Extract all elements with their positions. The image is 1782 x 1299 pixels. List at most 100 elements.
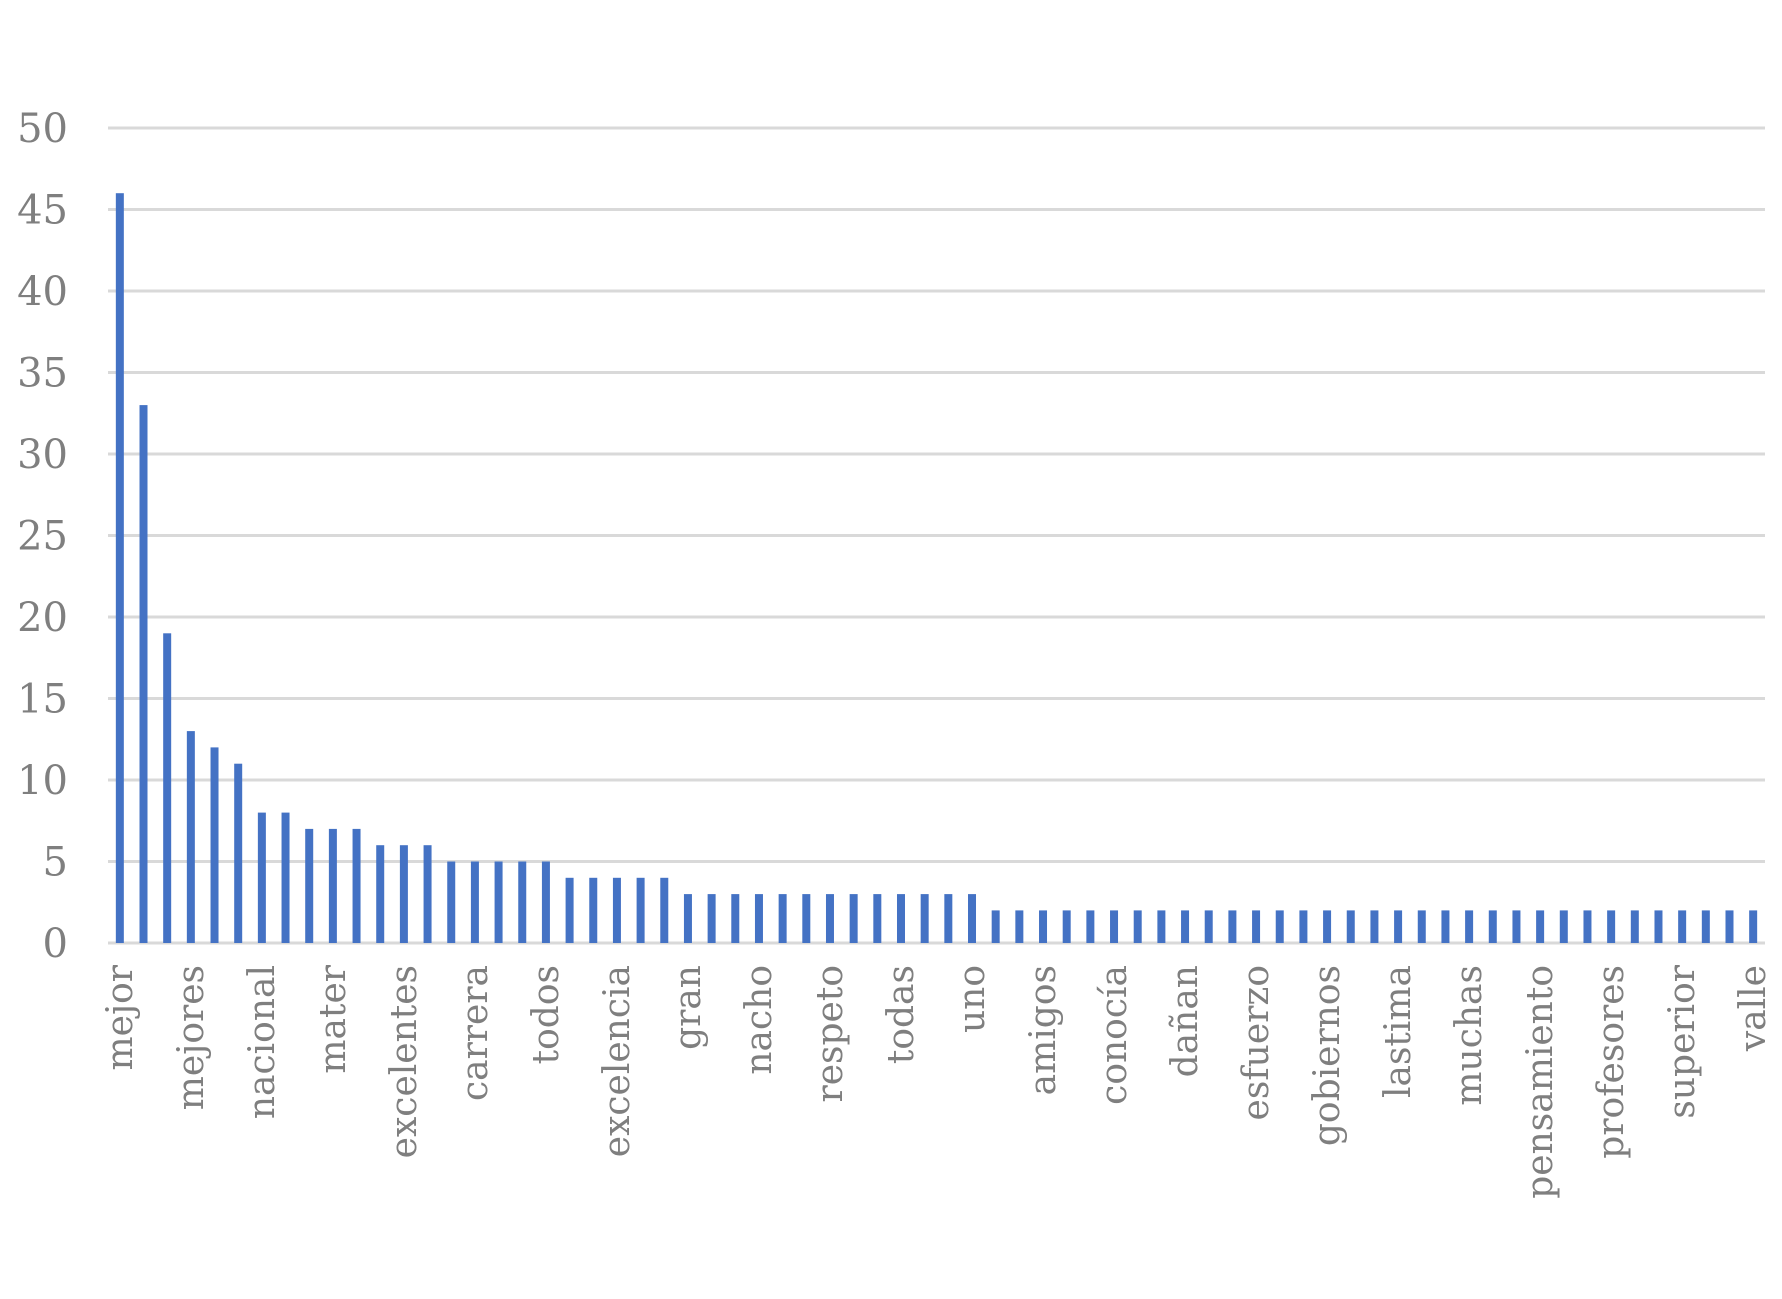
bar (778, 894, 787, 943)
bar (920, 894, 929, 943)
x-axis-tick-labels: mejor mejores nacional mater excelentes carre… (100, 964, 1774, 1199)
x-tick-label: profesores (1591, 965, 1632, 1159)
bar (1465, 910, 1474, 943)
x-tick-label: todas (881, 965, 922, 1064)
bar (541, 861, 550, 943)
x-tick-label: conocía (1094, 965, 1135, 1105)
bar (1678, 910, 1687, 943)
bar (352, 828, 361, 943)
x-tick-label: superior (1662, 964, 1703, 1118)
bar (1749, 910, 1758, 943)
bar (1110, 910, 1119, 943)
bar (1370, 910, 1379, 943)
bar (447, 861, 456, 943)
x-tick-label: excelencia (597, 965, 638, 1157)
bar (1512, 910, 1521, 943)
x-tick-label: dañan (1165, 965, 1206, 1077)
bar (518, 861, 527, 943)
bar (1701, 910, 1710, 943)
bar (281, 812, 290, 943)
bar (257, 812, 266, 943)
gridlines (108, 126, 1765, 863)
y-tick-label: 20 (17, 595, 68, 641)
x-tick-label: gran (668, 965, 709, 1050)
bar (589, 877, 598, 943)
bar (612, 877, 621, 943)
bar (1583, 910, 1592, 943)
x-tick-label: gobiernos (1307, 965, 1348, 1146)
bar (636, 877, 645, 943)
bar (849, 894, 858, 943)
bar (1323, 910, 1332, 943)
bar (707, 894, 716, 943)
bar (896, 894, 905, 943)
x-tick-label: nacional (242, 965, 283, 1119)
x-tick-label: uno (952, 965, 993, 1033)
y-tick-label: 35 (17, 351, 68, 397)
bar (1441, 910, 1450, 943)
bar (210, 747, 219, 943)
x-tick-label: mejor (100, 964, 141, 1070)
bar (1062, 910, 1071, 943)
y-tick-label: 30 (17, 432, 68, 478)
bar (1536, 910, 1545, 943)
bar (1133, 910, 1142, 943)
bar (494, 861, 503, 943)
y-tick-label: 0 (43, 921, 68, 967)
y-tick-label: 10 (17, 758, 68, 804)
bar (1228, 910, 1237, 943)
x-tick-label: valle (1733, 965, 1774, 1052)
bar (1181, 910, 1190, 943)
x-tick-label: nacho (739, 965, 780, 1075)
x-tick-label: mejores (171, 965, 212, 1110)
x-tick-label: mater (313, 964, 354, 1073)
bar (731, 894, 740, 943)
bar (1607, 910, 1616, 943)
bar (1346, 910, 1355, 943)
y-tick-label: 50 (17, 106, 68, 152)
bars (115, 193, 1758, 944)
bar (660, 877, 669, 943)
bar (1417, 910, 1426, 943)
y-tick-label: 40 (17, 269, 68, 315)
bar (1039, 910, 1048, 943)
y-tick-label: 25 (17, 514, 68, 560)
bar (470, 861, 479, 943)
y-tick-label: 45 (17, 188, 68, 234)
bar (1630, 910, 1639, 943)
bar (1488, 910, 1497, 943)
bar (1654, 910, 1663, 943)
y-axis-tick-labels: 0 5 10 15 20 25 30 35 40 45 50 (17, 106, 68, 967)
bar (234, 763, 243, 943)
bar (873, 894, 882, 943)
y-tick-label: 15 (17, 677, 68, 723)
bar (754, 894, 763, 943)
x-tick-label: muchas (1449, 965, 1490, 1106)
x-tick-label: excelentes (384, 965, 425, 1158)
bar (376, 845, 385, 943)
bar (139, 405, 148, 944)
bar (1394, 910, 1403, 943)
bar (683, 894, 692, 943)
bar (163, 633, 172, 943)
bar (186, 731, 195, 943)
bar (968, 894, 977, 943)
bar (565, 877, 574, 943)
bar (1086, 910, 1095, 943)
bar (423, 845, 432, 943)
bar (1725, 910, 1734, 943)
x-tick-label: respeto (810, 965, 851, 1102)
bar (305, 828, 314, 943)
x-tick-label: pensamiento (1520, 965, 1561, 1199)
bar (1275, 910, 1284, 943)
x-tick-label: esfuerzo (1236, 965, 1277, 1120)
bar (1559, 910, 1568, 943)
bar (1299, 910, 1308, 943)
bar (1204, 910, 1213, 943)
bar (944, 894, 953, 943)
bar (328, 828, 337, 943)
bar (399, 845, 408, 943)
bar (991, 910, 1000, 943)
bar (1157, 910, 1166, 943)
